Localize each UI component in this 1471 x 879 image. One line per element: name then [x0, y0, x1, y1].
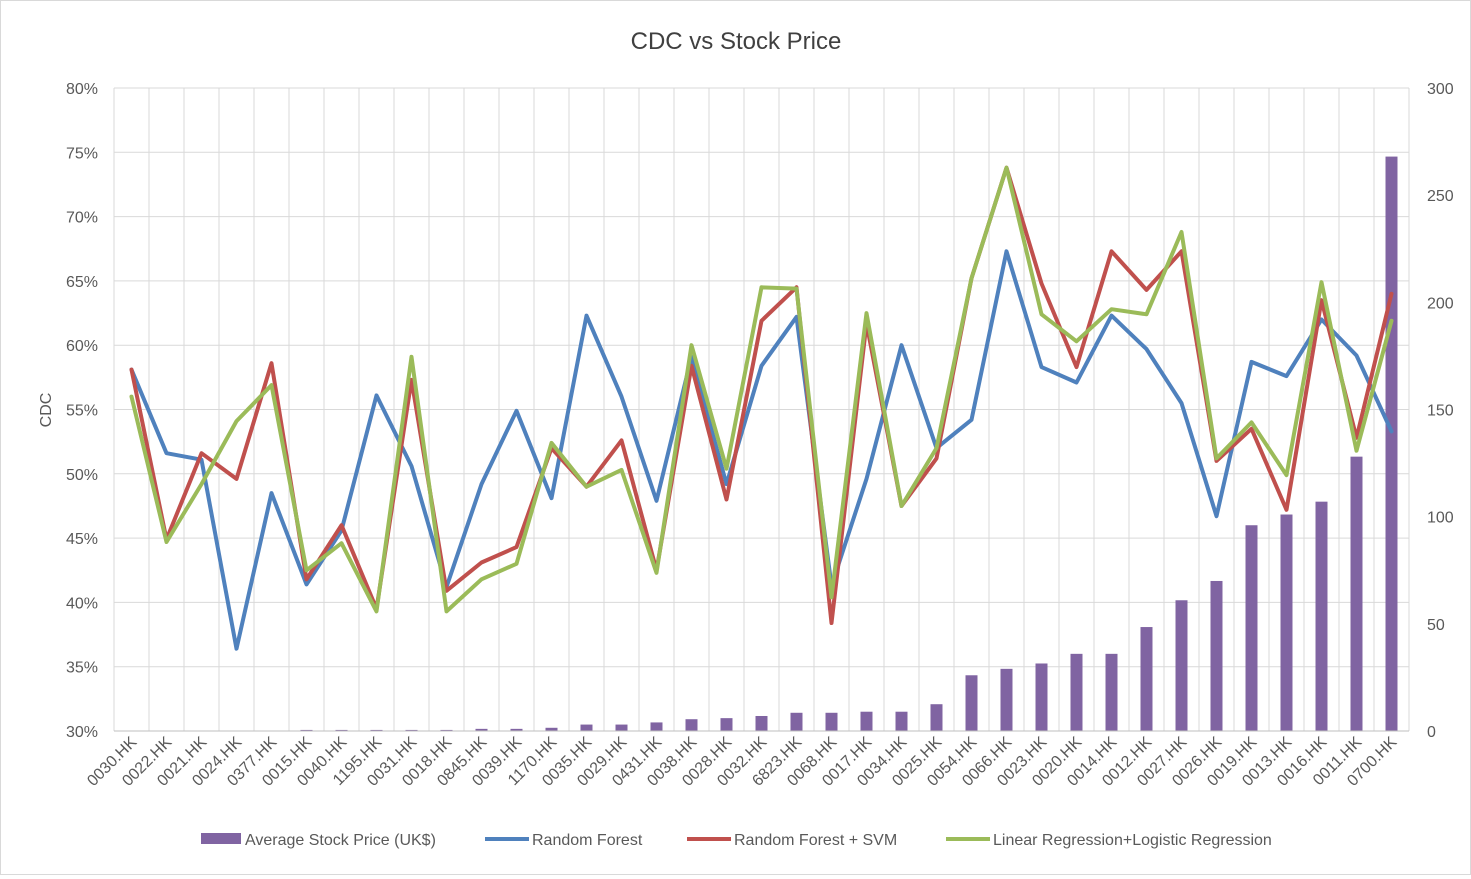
legend: Average Stock Price (UK$) Random Forest Ra… — [201, 832, 1272, 849]
y2-tick-label: 50 — [1427, 617, 1445, 634]
bar — [1140, 627, 1153, 731]
series-line — [129, 165, 1394, 614]
series-line — [129, 165, 1394, 625]
y-tick-label: 70% — [66, 210, 98, 227]
bar — [930, 704, 943, 731]
bar — [1385, 156, 1398, 731]
bar — [370, 729, 383, 731]
bar — [1000, 668, 1013, 731]
bar — [1070, 653, 1083, 731]
bar — [1175, 600, 1188, 731]
y-axis-label: CDC — [38, 393, 55, 428]
y2-tick-label: 250 — [1427, 188, 1454, 205]
y-tick-label: 30% — [66, 724, 98, 741]
y2-tick-label: 200 — [1427, 295, 1454, 312]
bar — [335, 729, 348, 731]
bar — [440, 729, 453, 731]
y-tick-label: 75% — [66, 145, 98, 162]
y2-tick-label: 100 — [1427, 510, 1454, 527]
legend-swatch — [201, 833, 241, 844]
bar — [895, 711, 908, 731]
bar — [790, 712, 803, 731]
bar — [860, 711, 873, 731]
y-tick-label: 60% — [66, 338, 98, 355]
bar — [1245, 525, 1258, 731]
bar — [405, 729, 418, 731]
y-tick-label: 40% — [66, 595, 98, 612]
chart-title: CDC vs Stock Price — [631, 28, 842, 55]
bar — [510, 728, 523, 731]
y-tick-label: 55% — [66, 403, 98, 420]
y-tick-label: 80% — [66, 81, 98, 98]
bar — [1280, 514, 1293, 731]
legend-entry: Average Stock Price (UK$) — [245, 832, 436, 849]
series-line — [129, 249, 1394, 651]
bar — [965, 675, 978, 731]
y-tick-label: 65% — [66, 274, 98, 291]
y-tick-label: 45% — [66, 531, 98, 548]
bar — [1210, 580, 1223, 731]
y2-tick-label: 300 — [1427, 81, 1454, 98]
bar — [685, 719, 698, 731]
bar — [1035, 663, 1048, 731]
bar — [650, 722, 663, 731]
y-tick-label: 50% — [66, 467, 98, 484]
bar — [1105, 653, 1118, 731]
bar — [580, 724, 593, 731]
legend-entry: Random Forest + SVM — [734, 832, 897, 849]
bar — [475, 728, 488, 731]
bar — [1315, 501, 1328, 731]
legend-entry: Linear Regression+Logistic Regression — [993, 832, 1272, 849]
bar — [300, 729, 313, 731]
y-tick-label: 35% — [66, 660, 98, 677]
bar — [1350, 456, 1363, 731]
bar — [825, 712, 838, 731]
bar — [615, 724, 628, 731]
bar — [545, 727, 558, 731]
y2-tick-label: 0 — [1427, 724, 1436, 741]
bar-series — [300, 156, 1398, 731]
bar — [755, 715, 768, 731]
y2-tick-label: 150 — [1427, 403, 1454, 420]
line-series — [129, 165, 1394, 651]
legend-entry: Random Forest — [532, 832, 643, 849]
bar — [720, 718, 733, 731]
